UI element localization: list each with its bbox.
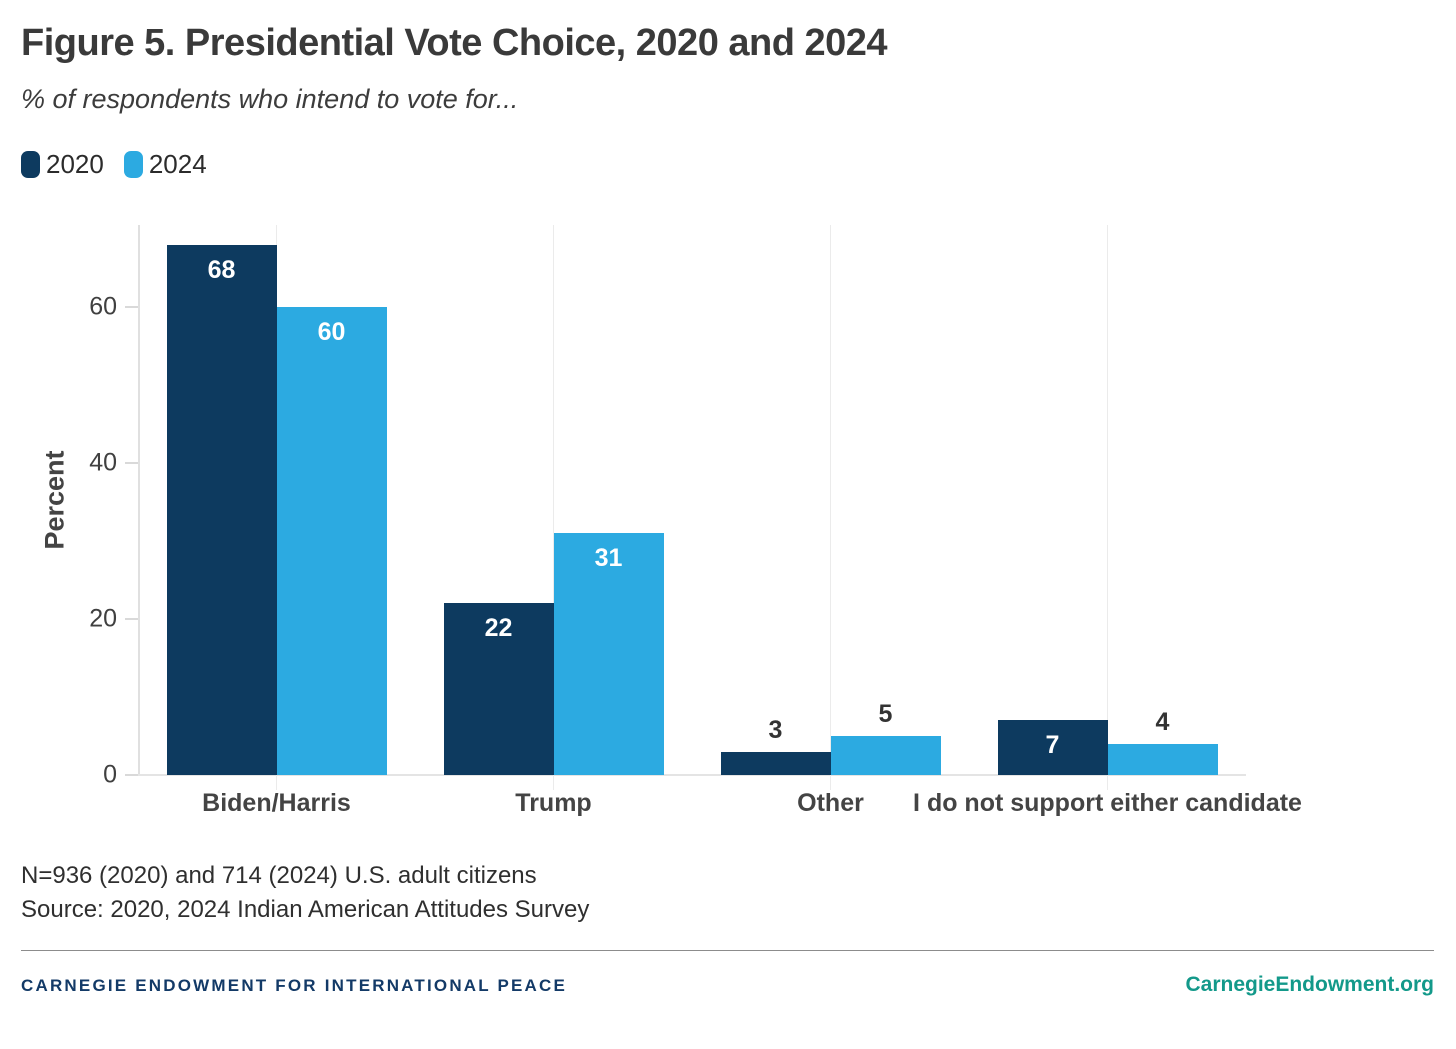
plot-area: 0 20 40 60 Biden/Harris 68 60 Trump 22 31 Other 3 5 I… <box>89 225 1302 817</box>
legend-label-2024: 2024 <box>148 149 207 179</box>
bar-value-label: 68 <box>207 255 236 284</box>
bar-value-label: 3 <box>768 715 783 744</box>
bar-2020: 3 <box>720 716 831 775</box>
bar-value-label: 7 <box>1045 731 1060 760</box>
category-label: Trump <box>515 789 592 817</box>
bar-value-label: 31 <box>594 544 623 573</box>
legend-swatch-2024 <box>123 151 143 178</box>
y-axis-title: Percent <box>39 450 70 550</box>
bar-value-label: 5 <box>878 700 893 728</box>
bar-value-label: 60 <box>317 317 346 346</box>
footer-org-name: CARNEGIE ENDOWMENT FOR INTERNATIONAL PEA… <box>21 976 568 995</box>
bar-2020: 7 <box>997 720 1108 775</box>
bar-value-label: 4 <box>1155 707 1170 736</box>
bar-2024: 4 <box>1107 708 1218 775</box>
category-label: Other <box>797 789 864 817</box>
category-gridline <box>1106 225 1109 790</box>
bar-value-label: 22 <box>484 614 513 643</box>
legend-item-2020: 2020 <box>21 149 104 180</box>
y-tick-mark <box>125 462 138 464</box>
legend-item-2024: 2024 <box>123 149 207 180</box>
figure-title: Figure 5. Presidential Vote Choice, 2020… <box>21 22 888 64</box>
x-axis-baseline <box>138 773 1246 776</box>
category-label: Biden/Harris <box>202 789 351 817</box>
y-tick-label: 60 <box>89 292 117 321</box>
y-tick-label: 40 <box>89 448 117 477</box>
category-label: I do not support either candidate <box>913 789 1302 817</box>
footnotes: N=936 (2020) and 714 (2024) U.S. adult c… <box>21 859 589 927</box>
y-tick-mark <box>125 774 138 776</box>
bar-2024: 31 <box>553 533 664 775</box>
chart-legend: 2020 2024 <box>21 149 207 180</box>
legend-swatch-2020 <box>21 151 40 178</box>
y-tick-mark <box>125 306 138 308</box>
y-tick-label: 0 <box>103 760 117 789</box>
y-tick-mark <box>125 618 138 620</box>
category-gridline <box>552 225 555 790</box>
figure-subtitle: % of respondents who intend to vote for.… <box>21 84 519 114</box>
category-gridline <box>829 225 832 790</box>
footer-divider <box>21 950 1434 951</box>
bar-2020: 22 <box>443 603 554 775</box>
footer-website-link[interactable]: CarnegieEndowment.org <box>1185 973 1434 996</box>
legend-label-2020: 2020 <box>46 149 104 179</box>
bar-2024: 60 <box>276 306 387 775</box>
source-note: Source: 2020, 2024 Indian American Attit… <box>21 896 590 923</box>
bar-2024: 5 <box>830 700 941 775</box>
sample-size-note: N=936 (2020) and 714 (2024) U.S. adult c… <box>21 862 537 889</box>
y-axis-line <box>138 225 140 775</box>
bar-2020: 68 <box>166 244 277 775</box>
y-tick-label: 20 <box>89 604 117 633</box>
